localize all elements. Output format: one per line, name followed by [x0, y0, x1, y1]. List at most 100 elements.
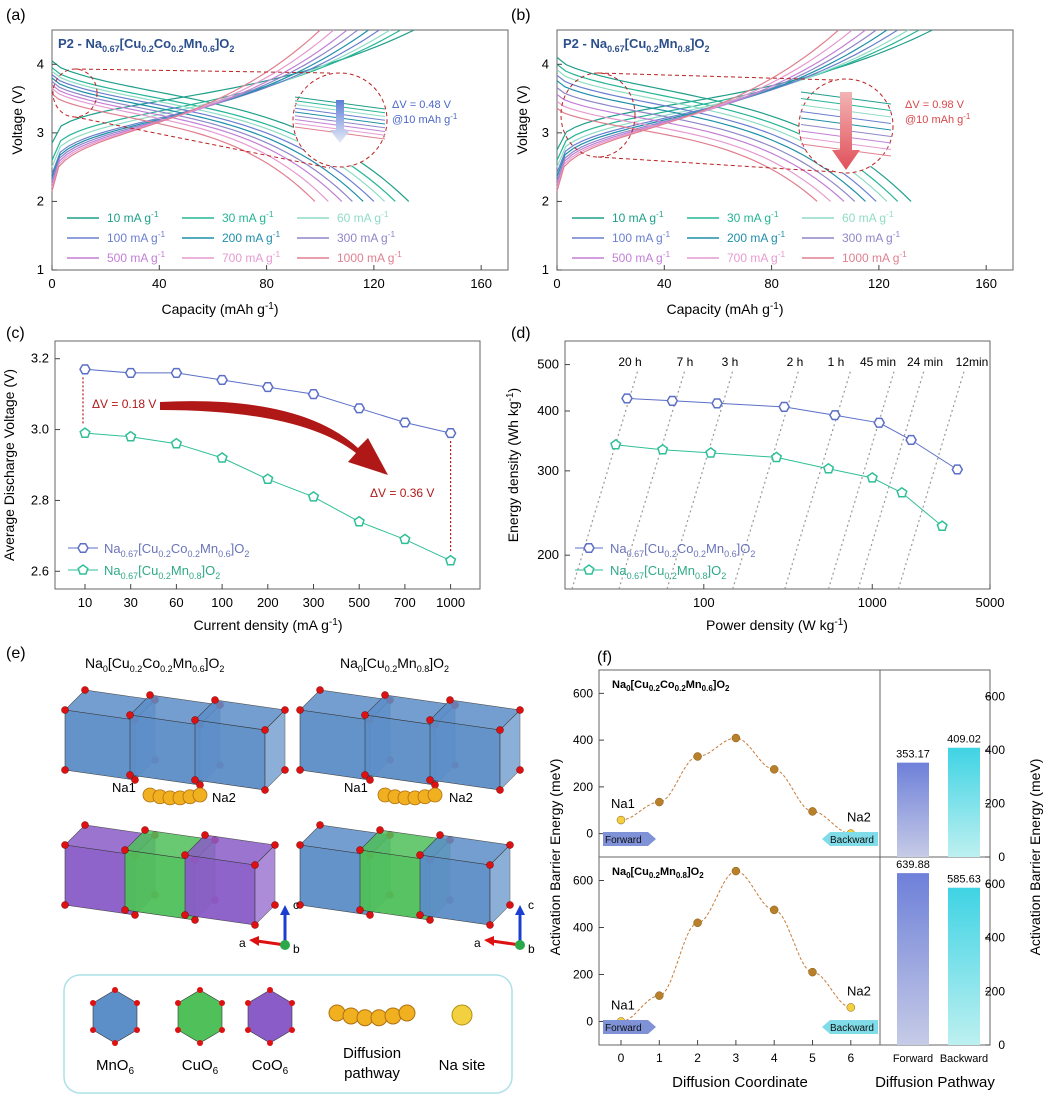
s2-top-b-oxygen-1: [381, 691, 389, 699]
d-time-label-5: 45 min: [860, 355, 896, 369]
panel-d: (d) 20 h 7 h 3 h 2 h 1 h 45 min 24 min 12min 100…: [505, 325, 1004, 633]
legend-label-0: MnO6: [96, 1057, 135, 1077]
f-bar-xlabel: Diffusion Pathway: [875, 1074, 995, 1091]
b-xlabel: Capacity (mAh g-1): [666, 301, 783, 317]
s1-top-c-oxygen-6: [281, 766, 289, 774]
panel-f-label: (f): [597, 649, 612, 666]
f-point-0-4: [769, 765, 779, 774]
s2-top-c-oxygen-3: [496, 726, 504, 734]
c-xtick-label: 100: [211, 595, 233, 610]
f-point-1-1: [655, 991, 664, 1000]
legend-oxygen-2-1: [289, 1000, 295, 1006]
c-point-0-7: [399, 417, 411, 428]
d-xtick-label: 5000: [976, 595, 1005, 610]
d-point-0-0: [621, 393, 633, 404]
s1-na1-label: Na1: [112, 780, 136, 795]
d-xtick-label: 100: [693, 595, 715, 610]
d-time-line-3: [732, 370, 799, 590]
legend-diffusion-sphere-0: [328, 1004, 346, 1022]
s1-bot-a-oxygen-1: [81, 821, 89, 829]
s1-triad-c-label: c: [293, 898, 299, 912]
s2-top-b-oxygen-0: [361, 711, 369, 719]
f-right-ytick-label-1: 600: [985, 877, 1005, 891]
s1-bot-b-oxygen-1: [141, 826, 149, 834]
panel-a-zoom-line-bottom: [74, 116, 331, 169]
s1-triad-a-head: [249, 936, 259, 946]
structure-2-title: Na0[Cu0.2Mn0.8]O2: [340, 655, 449, 674]
a-legend-label-4: 200 mA g-1: [222, 229, 280, 245]
a-ytick-label: 2: [37, 193, 44, 208]
s2-bot-b-oxygen-5: [426, 916, 434, 924]
f-point-1-4: [769, 905, 779, 915]
panel-c-dv2: ΔV = 0.36 V: [370, 486, 434, 500]
a-discharge-curve-5: [51, 80, 353, 202]
b-xtick-label: 0: [553, 276, 560, 291]
b-xtick-label: 80: [764, 276, 778, 291]
d-ytick-label: 500: [537, 357, 559, 372]
legend-oxygen-0-2: [134, 1027, 140, 1033]
f-backward-arrow-0: [822, 832, 878, 846]
d-point-1-6: [896, 486, 908, 498]
f-ytick-label-0: 200: [573, 780, 593, 794]
b-legend-label-3: 100 mA g-1: [612, 229, 670, 245]
d-time-line-5: [827, 370, 895, 590]
s2-na1-label: Na1: [344, 780, 368, 795]
f-ytick-label-0: 600: [573, 686, 593, 700]
panel-b-legend: 10 mA g-1 30 mA g-1 60 mA g-1 100 mA g-1 200…: [572, 209, 907, 265]
legend-diffusion-sphere-4: [384, 1007, 402, 1025]
c-xtick-label: 200: [257, 595, 279, 610]
a-ytick-label: 3: [37, 125, 44, 140]
f-bar-0-0: [897, 762, 929, 857]
s2-top-b-oxygen-4: [361, 771, 369, 779]
f-backward-label-0: Backward: [830, 835, 874, 846]
s2-top-a-oxygen-1: [316, 686, 324, 694]
b-legend-label-0: 10 mA g-1: [612, 209, 664, 225]
d-time-label-6: 24 min: [907, 355, 943, 369]
panel-d-label: (d): [511, 325, 531, 342]
a-legend-label-1: 30 mA g-1: [222, 209, 274, 225]
s1-bot-a-oxygen-0: [61, 841, 69, 849]
panel-f: (f) 0200400600Na0[Cu0.2Co0.2Mn0.6]O2Na1N…: [547, 649, 1043, 1091]
a-xlabel: Capacity (mAh g-1): [161, 301, 278, 317]
panel-b-title: P2 - Na0.67[Cu0.2Mn0.8]O2: [563, 36, 710, 54]
legend-oxygen-0-4: [90, 1027, 96, 1033]
s2-na2-label: Na2: [449, 790, 473, 805]
legend-na-site-label: Na site: [439, 1057, 486, 1074]
s2-top-c-front: [429, 719, 501, 791]
s1-top-a-oxygen-4: [61, 766, 69, 774]
legend-oxygen-2-5: [245, 1000, 251, 1006]
legend-na-site: [451, 1004, 473, 1026]
panel-c: (c) 10 30 60 100 200 300 500 700 1000 2.6 2.8 3.0 3.…: [1, 325, 481, 633]
d-point-0-5: [873, 417, 886, 428]
f-na1-label-0: Na1: [611, 796, 635, 811]
d-series-line-0: [626, 397, 958, 470]
s2-top-c-oxygen-2: [516, 706, 524, 714]
s2-top-c-oxygen-6: [516, 766, 524, 774]
c-xtick-label: 10: [78, 595, 92, 610]
s1-bot-c-oxygen-5: [251, 921, 259, 929]
s2-bot-a-oxygen-1: [316, 821, 324, 829]
s1-bot-c-oxygen-2: [271, 841, 279, 849]
f-bar-1-1: [948, 887, 980, 1045]
s2-bot-c-oxygen-1: [436, 831, 444, 839]
s1-top-c-oxygen-0: [191, 716, 199, 724]
d-ytick-label: 400: [537, 403, 559, 418]
a-charge-curve-0: [51, 29, 415, 144]
a-xtick-label: 120: [363, 276, 385, 291]
s2-bot-b-oxygen-4: [356, 906, 364, 914]
s2-bot-a-oxygen-0: [296, 841, 304, 849]
a-ytick-label: 1: [37, 262, 44, 277]
s2-diffusion-sphere-5: [427, 787, 443, 803]
panel-b-zoom-line-top: [597, 72, 836, 81]
c-legend-marker-0: [77, 542, 89, 554]
panel-b-dv-text: ΔV = 0.98 V: [905, 99, 965, 111]
a-legend-label-7: 700 mA g-1: [222, 249, 280, 265]
c-point-0-1: [124, 367, 137, 378]
s1-bot-c-oxygen-3: [251, 861, 259, 869]
s1-top-c-oxygen-2: [281, 706, 289, 714]
b-legend-label-7: 700 mA g-1: [727, 249, 785, 265]
b-discharge-curve-6: [556, 94, 845, 202]
f-bar-0-1: [948, 747, 980, 857]
c-legend-marker-1: [77, 564, 89, 575]
